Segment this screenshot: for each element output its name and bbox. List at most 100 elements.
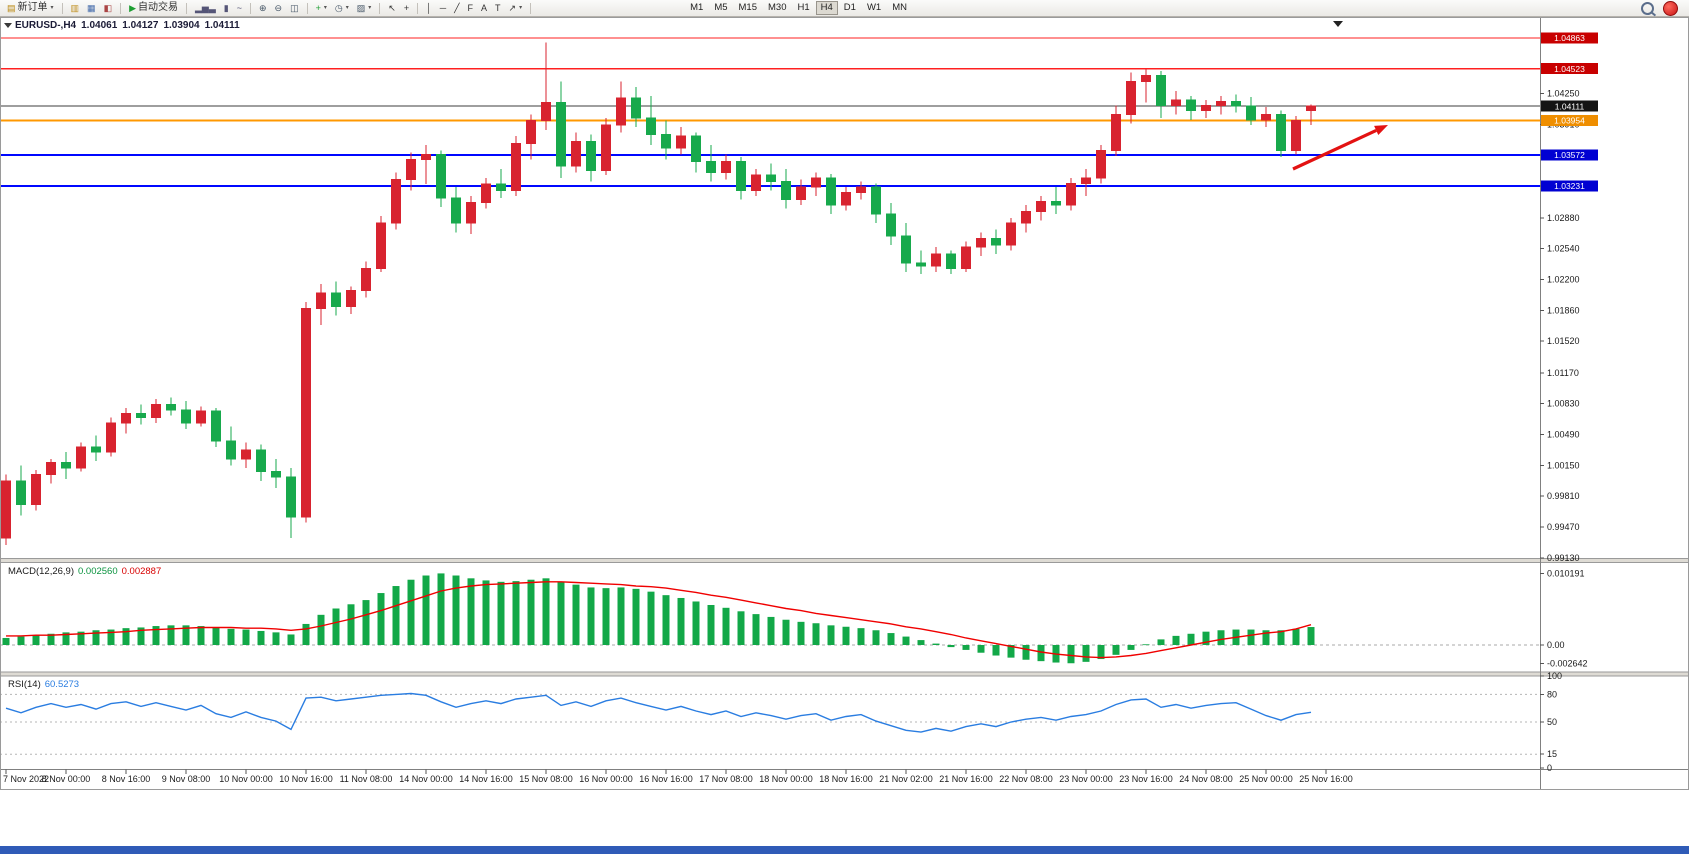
timeframe-h4-button[interactable]: H4 xyxy=(815,1,838,15)
macd-histogram-bar xyxy=(452,575,460,645)
macd-histogram-bar xyxy=(1292,628,1300,645)
macd-histogram-bar xyxy=(557,581,565,645)
time-axis-label: 14 Nov 16:00 xyxy=(459,774,513,784)
timeframe-mn-button[interactable]: MN xyxy=(887,1,912,15)
collapse-chart-panel-button[interactable] xyxy=(4,23,12,28)
macd-histogram-bar xyxy=(1172,635,1180,645)
time-axis-label: 25 Nov 00:00 xyxy=(1239,774,1293,784)
macd-histogram-bar xyxy=(287,634,295,645)
macd-histogram-bar xyxy=(722,607,730,645)
market-watch-button[interactable]: ▥ xyxy=(67,1,84,16)
zoom-in-icon: ⊕ xyxy=(258,2,267,13)
candle-body xyxy=(211,410,221,442)
toolbar-separator xyxy=(306,2,308,14)
annotation-layer xyxy=(1292,125,1388,171)
time-axis-label: 25 Nov 16:00 xyxy=(1299,774,1353,784)
macd-histogram-bar xyxy=(902,636,910,645)
time-axis-label: 18 Nov 00:00 xyxy=(759,774,813,784)
toolbar-right-icons xyxy=(1641,0,1686,16)
tile-windows-button[interactable]: ◫ xyxy=(286,1,303,16)
macd-histogram-bar xyxy=(842,626,850,645)
candle-body xyxy=(646,117,656,135)
macd-histogram-bar xyxy=(602,588,610,645)
macd-histogram-bar xyxy=(1307,627,1315,645)
arrows-button[interactable]: ↗ ▾ xyxy=(505,1,527,16)
timeframe-w1-button[interactable]: W1 xyxy=(862,1,886,15)
vertical-line-icon: │ xyxy=(426,2,432,13)
macd-histogram-bar xyxy=(692,601,700,645)
vertical-line-button[interactable]: │ xyxy=(422,1,436,16)
panel-separator[interactable] xyxy=(0,671,1689,677)
candle-body xyxy=(76,446,86,469)
timeframe-m5-button[interactable]: M5 xyxy=(709,1,732,15)
horizontal-line-button[interactable]: ─ xyxy=(436,1,450,16)
periods-button[interactable]: ◷ ▾ xyxy=(331,1,353,16)
community-icon[interactable] xyxy=(1663,0,1678,16)
candle-body xyxy=(586,141,596,172)
navigator-button[interactable]: ◧ xyxy=(100,1,117,16)
templates-button[interactable]: ▨ ▾ xyxy=(353,1,376,16)
macd-histogram-bar xyxy=(167,625,175,645)
timeframe-d1-button[interactable]: D1 xyxy=(839,1,861,15)
panel-separator[interactable] xyxy=(0,558,1689,563)
market-watch-icon: ▥ xyxy=(70,2,80,13)
cursor-icon: ↖ xyxy=(388,2,396,13)
zoom-out-button[interactable]: ⊖ xyxy=(271,1,287,16)
crosshair-button[interactable]: + xyxy=(400,1,413,16)
candle-body xyxy=(916,262,926,267)
candle-body xyxy=(1126,81,1136,115)
timeframe-m30-button[interactable]: M30 xyxy=(763,1,791,15)
candle-body xyxy=(1036,200,1046,212)
candle-body xyxy=(1216,101,1226,106)
candles-layer xyxy=(1,42,1316,546)
window-bottom-edge xyxy=(0,846,1689,854)
candle-body xyxy=(871,186,881,215)
candle-body xyxy=(571,141,581,167)
macd-histogram-bar xyxy=(977,645,985,653)
macd-histogram-bar xyxy=(812,623,820,645)
autotrading-button-label: 自动交易 xyxy=(138,2,178,13)
macd-histogram-bar xyxy=(632,588,640,645)
new-order-button[interactable]: ▤ 新订单 ▾ xyxy=(3,1,58,16)
timeframe-h1-button[interactable]: H1 xyxy=(792,1,814,15)
line-chart-button[interactable]: ~ xyxy=(233,1,246,16)
dropdown-caret-icon: ▾ xyxy=(345,5,349,11)
search-icon[interactable] xyxy=(1641,1,1654,15)
trendline-button[interactable]: ╱ xyxy=(450,1,463,16)
text-button[interactable]: A xyxy=(477,1,491,16)
price-axis-layer[interactable]: 1.042501.039101.035701.032301.028801.025… xyxy=(1540,17,1598,790)
tile-windows-icon: ◫ xyxy=(290,2,299,13)
candle-body xyxy=(1201,104,1211,112)
indicators-button[interactable]: + ▾ xyxy=(312,1,331,16)
macd-histogram-bar xyxy=(1097,645,1105,660)
data-window-button[interactable]: ▦ xyxy=(83,1,100,16)
price-axis-label: 1.01170 xyxy=(1547,368,1579,378)
price-axis-label: 0.99470 xyxy=(1547,522,1580,532)
trend-arrow-head[interactable] xyxy=(1374,125,1388,135)
bar-chart-button[interactable]: ▂▅▃ xyxy=(191,1,220,16)
bar-chart-icon: ▂▅▃ xyxy=(195,2,216,13)
candle-body xyxy=(1081,177,1091,184)
candlestick-chart-button[interactable]: ▮ xyxy=(220,1,233,16)
macd-histogram-bar xyxy=(677,597,685,645)
text-label-button[interactable]: T xyxy=(491,1,505,16)
status-area xyxy=(0,790,1689,846)
macd-histogram-bar xyxy=(1022,645,1030,660)
trend-arrow-line[interactable] xyxy=(1292,129,1377,171)
timeframe-m15-button[interactable]: M15 xyxy=(734,1,762,15)
candle-body xyxy=(346,289,356,308)
candle-body xyxy=(691,135,701,163)
autotrading-button[interactable]: ▶ 自动交易 xyxy=(125,1,182,16)
cursor-button[interactable]: ↖ xyxy=(384,1,400,16)
fibonacci-button[interactable]: F xyxy=(464,1,478,16)
macd-histogram-bar xyxy=(32,635,40,645)
candle-body xyxy=(601,124,611,172)
timeframe-m1-button[interactable]: M1 xyxy=(685,1,708,15)
macd-histogram-bar xyxy=(1037,645,1045,662)
candle-body xyxy=(466,201,476,224)
macd-histogram-bar xyxy=(1262,630,1270,645)
zoom-in-button[interactable]: ⊕ xyxy=(255,1,271,16)
candle-body xyxy=(616,97,626,126)
